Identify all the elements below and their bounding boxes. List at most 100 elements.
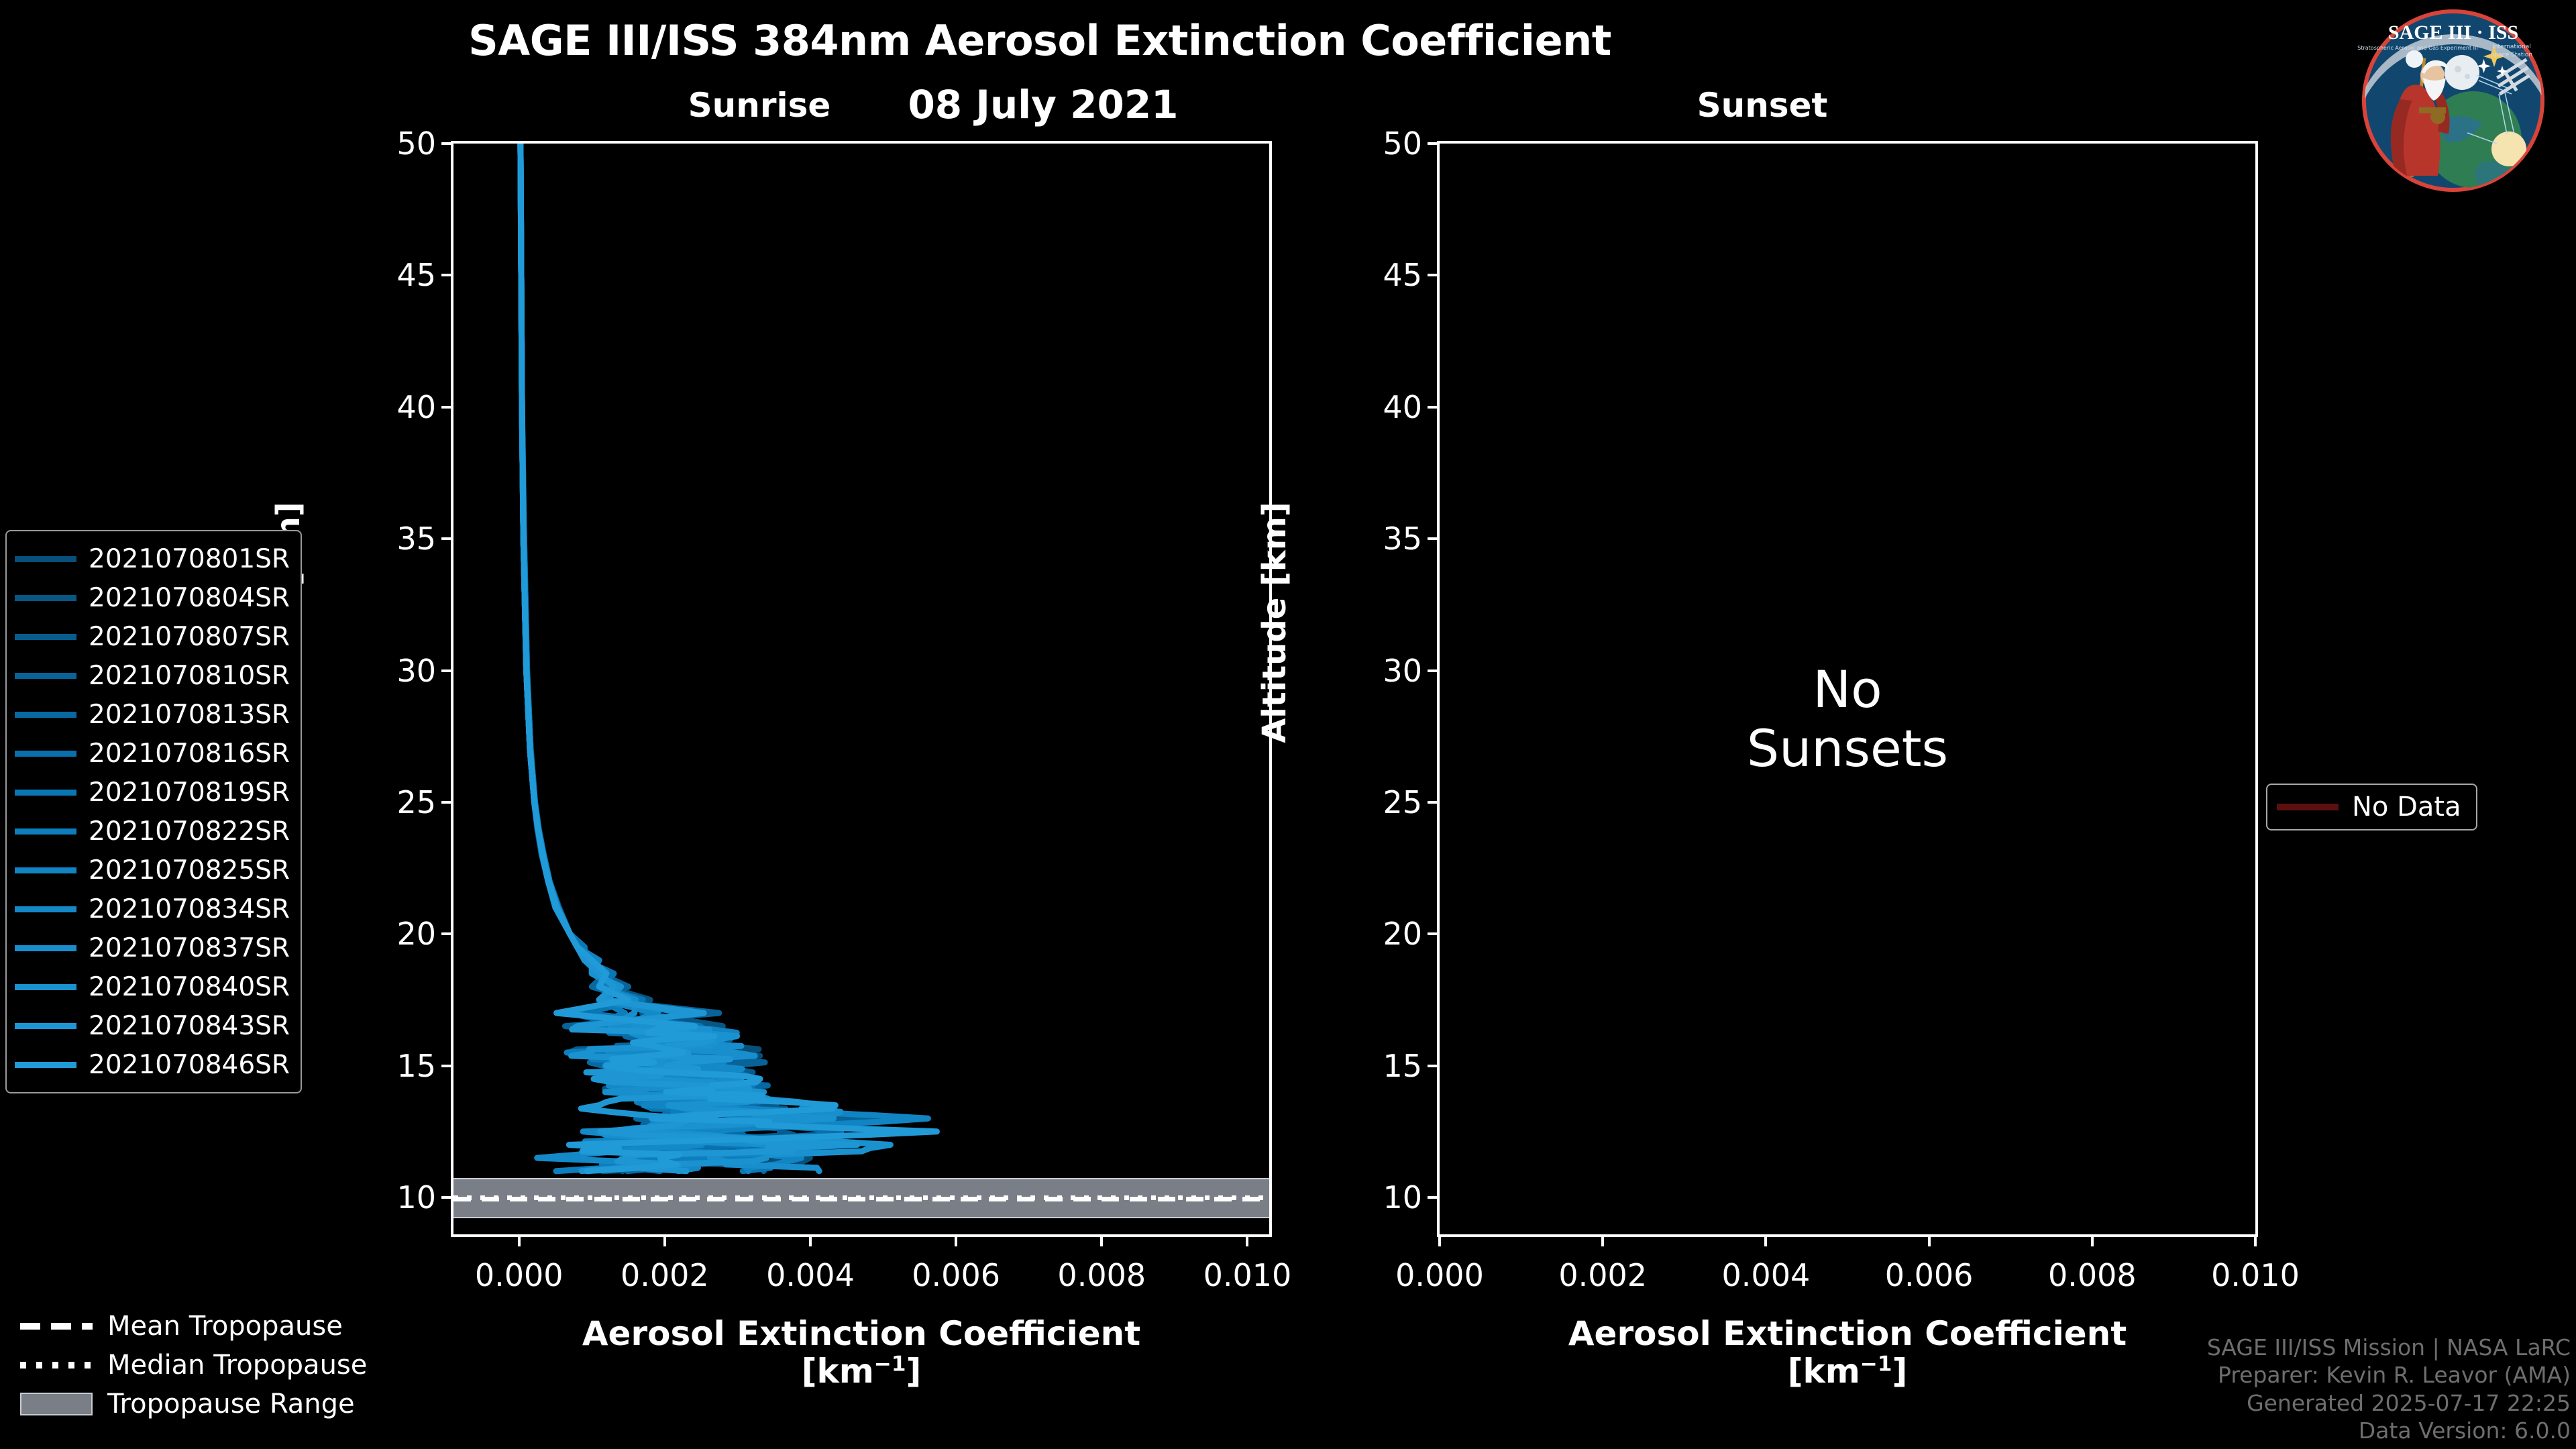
legend-line-swatch (15, 867, 76, 873)
legend-item-label: 2021070813SR (89, 699, 290, 730)
date-subtitle: 08 July 2021 (908, 82, 1179, 127)
x-tick-mark (955, 1234, 958, 1246)
tropopause-legend: Mean Tropopause Median Tropopause Tropopau… (20, 1307, 367, 1424)
legend-item-label: 2021070801SR (89, 543, 290, 574)
unit-exponent-right: −1 (1860, 1352, 1892, 1377)
legend-line-swatch (15, 633, 76, 640)
y-tick-label: 40 (1383, 388, 1422, 425)
legend-item[interactable]: 2021070813SR (15, 695, 290, 734)
legend-item[interactable]: 2021070801SR (15, 539, 290, 578)
panel-heading-sunrise: Sunrise (688, 86, 831, 125)
y-tick-label: 35 (396, 521, 436, 557)
x-axis-title-left: Aerosol Extinction Coefficient [km−1] (451, 1315, 1272, 1390)
profile-legend[interactable]: 2021070801SR 2021070804SR 2021070807SR 2021… (5, 530, 302, 1093)
y-tick-label: 10 (396, 1179, 436, 1216)
tropopause-legend-swatch-dotted (20, 1362, 93, 1368)
tropopause-legend-item: Mean Tropopause (20, 1307, 367, 1346)
y-tick-mark (441, 405, 453, 409)
y-tick-label: 25 (1383, 784, 1422, 820)
legend-item[interactable]: 2021070843SR (15, 1006, 290, 1045)
legend-item[interactable]: 2021070837SR (15, 928, 290, 967)
credit-preparer: Preparer: Kevin R. Leavor (AMA) (2218, 1362, 2571, 1389)
legend-item[interactable]: 2021070816SR (15, 734, 290, 773)
sunset-plot-area: No Sunsets (1440, 144, 2255, 1234)
no-data-legend[interactable]: No Data (2266, 784, 2477, 830)
unit-suffix-left: ] (906, 1352, 922, 1391)
tropopause-legend-swatch-dashed (20, 1323, 93, 1330)
y-tick-label: 20 (396, 916, 436, 953)
tropopause-legend-swatch-band (20, 1393, 93, 1415)
patch-figure (2390, 50, 2450, 181)
y-tick-mark (441, 537, 453, 541)
y-tick-mark (1428, 1064, 1440, 1067)
legend-line-swatch (15, 555, 76, 562)
y-tick-mark (441, 1064, 453, 1067)
sunrise-plot-area (453, 144, 1269, 1234)
sunrise-plot: 10 15 20 25 30 35 40 45 50 0.000 0.002 0.004 0.006 0.… (396, 125, 1291, 1293)
legend-item[interactable]: 2021070846SR (15, 1045, 290, 1084)
patch-artwork (2365, 34, 2542, 188)
legend-item[interactable]: 2021070840SR (15, 967, 290, 1006)
tropopause-legend-label: Mean Tropopause (107, 1311, 343, 1342)
y-tick-label: 25 (396, 784, 436, 820)
x-tick-mark (2090, 1234, 2094, 1246)
legend-line-swatch (15, 711, 76, 718)
legend-item[interactable]: 2021070819SR (15, 773, 290, 812)
sunrise-profile-curves (517, 144, 940, 1175)
y-tick-label: 15 (1383, 1047, 1422, 1084)
x-axis-title-left-main: Aerosol Extinction Coefficient (582, 1314, 1141, 1353)
legend-item[interactable]: 2021070804SR (15, 578, 290, 617)
tropopause-legend-item: Median Tropopause (20, 1346, 367, 1385)
x-tick-label: 0.008 (1057, 1257, 1146, 1293)
y-tick-mark (1428, 142, 1440, 145)
y-tick-mark (1428, 274, 1440, 277)
sage-iii-iss-mission-patch-logo: BALL · NASA · TAS-I · ESA SAGE III · ISS… (2357, 9, 2544, 192)
y-tick-label: 15 (396, 1047, 436, 1084)
tropopause-legend-label: Median Tropopause (107, 1350, 368, 1381)
legend-item[interactable]: 2021070810SR (15, 656, 290, 695)
tropopause-legend-item: Tropopause Range (20, 1385, 367, 1424)
legend-item-label: 2021070840SR (89, 971, 290, 1002)
patch-iss-icon (2496, 58, 2530, 96)
legend-item-label: 2021070843SR (89, 1010, 290, 1041)
y-tick-mark (1428, 537, 1440, 541)
legend-item-label: 2021070846SR (89, 1049, 290, 1080)
credit-mission: SAGE III/ISS Mission | NASA LaRC (2206, 1334, 2571, 1360)
legend-line-swatch (15, 945, 76, 951)
y-tick-mark (1428, 800, 1440, 804)
legend-line-swatch (15, 789, 76, 796)
x-tick-label: 0.010 (2211, 1257, 2300, 1293)
y-tick-label: 50 (1383, 125, 1422, 162)
x-tick-label: 0.002 (620, 1257, 709, 1293)
patch-subtitle-right-2: Space Station (2491, 52, 2532, 58)
legend-item-label: 2021070807SR (89, 621, 290, 652)
legend-item[interactable]: 2021070825SR (15, 851, 290, 890)
y-tick-mark (441, 932, 453, 936)
no-data-legend-label: No Data (2352, 792, 2461, 822)
x-tick-label: 0.008 (2047, 1257, 2137, 1293)
legend-item-label: 2021070804SR (89, 582, 290, 613)
legend-item[interactable]: 2021070834SR (15, 890, 290, 928)
no-data-line-swatch (2277, 804, 2339, 810)
y-tick-mark (1428, 932, 1440, 936)
x-tick-mark (1438, 1234, 1441, 1246)
y-tick-label: 20 (1383, 916, 1422, 953)
legend-line-swatch (15, 828, 76, 835)
x-axis-title-right: Aerosol Extinction Coefficient [km−1] (1437, 1315, 2258, 1390)
sunset-plot: No Sunsets 10 15 20 25 30 35 40 45 50 0.000 0.002 0… (1383, 125, 2299, 1293)
x-tick-mark (663, 1234, 666, 1246)
legend-item[interactable]: 2021070822SR (15, 812, 290, 851)
x-axis-unit-right: [km−1] (1437, 1352, 2258, 1390)
x-tick-label: 0.004 (766, 1257, 855, 1293)
x-tick-mark (1764, 1234, 1768, 1246)
y-tick-mark (1428, 669, 1440, 672)
unit-prefix-left: [km (801, 1352, 874, 1391)
y-tick-label: 45 (396, 257, 436, 294)
patch-moon (2445, 55, 2479, 90)
x-axis-title-right-main: Aerosol Extinction Coefficient (1568, 1314, 2127, 1353)
y-tick-label: 30 (396, 652, 436, 689)
x-axis-unit-left: [km−1] (451, 1352, 1272, 1390)
legend-item[interactable]: 2021070807SR (15, 617, 290, 656)
no-sunsets-line1: No (1813, 659, 1882, 719)
legend-item-label: 2021070825SR (89, 855, 290, 885)
